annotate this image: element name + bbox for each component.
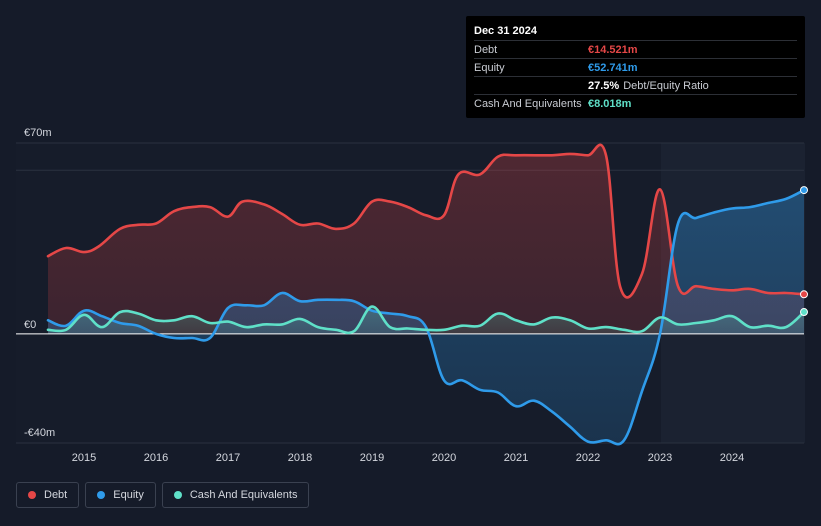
tooltip-row-ratio: 27.5% Debt/Equity Ratio xyxy=(474,76,797,94)
x-tick-label-2022: 2022 xyxy=(576,452,600,464)
marker-cash-and-equivalents xyxy=(800,308,808,317)
tooltip-row-debt: Debt €14.521m xyxy=(474,40,797,58)
tooltip-debt-value: €14.521m xyxy=(588,43,638,56)
x-tick-label-2018: 2018 xyxy=(288,452,312,464)
legend-label-cash: Cash And Equivalents xyxy=(189,489,298,501)
marker-equity xyxy=(800,186,808,195)
area-cash-and-equivalents xyxy=(48,306,804,334)
y-tick-label-0: €70m xyxy=(24,127,52,139)
grid-lines xyxy=(16,142,804,444)
series-areas xyxy=(48,144,804,445)
tooltip-ratio-value: 27.5% xyxy=(588,79,620,92)
legend-item-cash[interactable]: Cash And Equivalents xyxy=(161,482,310,508)
series-end-markers xyxy=(800,186,808,317)
tooltip-debt-label: Debt xyxy=(474,43,498,56)
tooltip-ratio-caption: Debt/Equity Ratio xyxy=(623,79,709,92)
x-tick-label-2021: 2021 xyxy=(504,452,528,464)
x-tick-label-2016: 2016 xyxy=(144,452,168,464)
marker-debt xyxy=(800,290,808,299)
legend-dot-cash xyxy=(173,491,182,499)
series-lines xyxy=(46,143,806,446)
tooltip-row-equity: Equity €52.741m xyxy=(474,58,797,76)
area-debt xyxy=(48,144,804,334)
x-tick-label-2015: 2015 xyxy=(72,452,96,464)
x-tick-label-2017: 2017 xyxy=(216,452,240,464)
chart-legend: Debt Equity Cash And Equivalents xyxy=(16,482,310,508)
tooltip-row-cash: Cash And Equivalents €8.018m xyxy=(474,94,797,112)
y-axis-labels: €70m €0 -€40m xyxy=(24,127,55,439)
line-cash-and-equivalents xyxy=(46,305,806,335)
tooltip-equity-label: Equity xyxy=(474,61,505,74)
legend-dot-equity xyxy=(97,491,106,499)
x-tick-label-2020: 2020 xyxy=(432,452,456,464)
tooltip-cash-value: €8.018m xyxy=(588,97,632,110)
legend-item-debt[interactable]: Debt xyxy=(16,482,80,508)
line-debt xyxy=(46,143,806,299)
y-tick-label-1: €0 xyxy=(24,319,36,331)
legend-dot-debt xyxy=(28,491,36,499)
x-axis-labels: 2015 2016 2017 2018 2019 2020 2021 2022 2023 2024 xyxy=(72,452,744,464)
x-tick-label-2019: 2019 xyxy=(360,452,384,464)
legend-label-debt: Debt xyxy=(44,489,68,501)
x-tick-label-2023: 2023 xyxy=(648,452,672,464)
legend-label-equity: Equity xyxy=(113,489,144,501)
tooltip-equity-value: €52.741m xyxy=(588,61,638,74)
tooltip-panel: Dec 31 2024 Debt €14.521m Equity €52.741… xyxy=(466,16,805,118)
legend-item-equity[interactable]: Equity xyxy=(85,482,156,508)
x-tick-label-2024: 2024 xyxy=(720,452,744,464)
tooltip-cash-label: Cash And Equivalents xyxy=(474,97,582,110)
y-tick-label-2: -€40m xyxy=(24,427,55,439)
tooltip-date: Dec 31 2024 xyxy=(474,25,537,37)
area-equity xyxy=(48,190,804,445)
